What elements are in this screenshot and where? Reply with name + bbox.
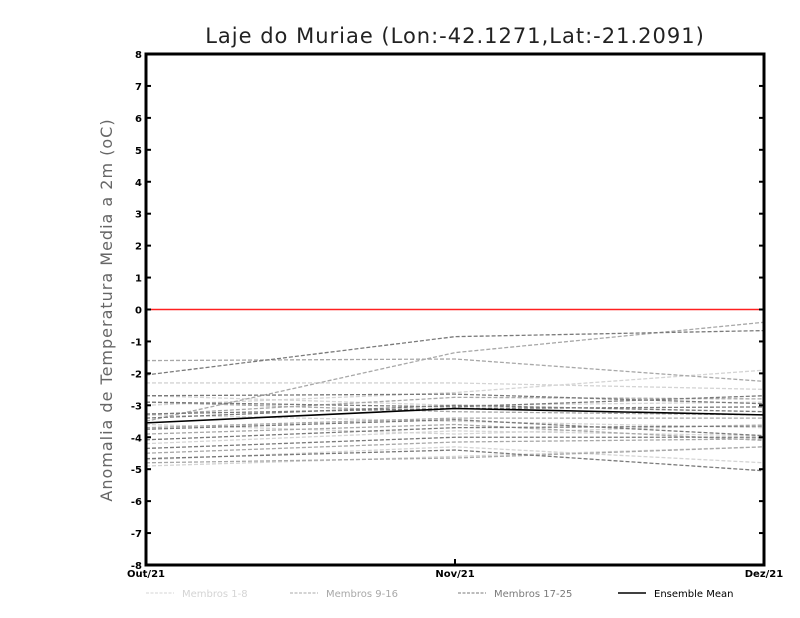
y-tick-label: 5 bbox=[135, 146, 142, 157]
member-line bbox=[145, 404, 765, 419]
y-tick-label: -6 bbox=[131, 497, 142, 508]
x-tick-label: Out/21 bbox=[127, 569, 165, 580]
member-line bbox=[145, 369, 765, 406]
y-tick-label: -2 bbox=[131, 369, 142, 380]
legend-label: Membros 9-16 bbox=[326, 589, 398, 600]
y-tick-label: -8 bbox=[131, 561, 142, 572]
y-tick-label: -1 bbox=[131, 337, 142, 348]
member-line bbox=[145, 423, 765, 435]
x-tick-label: Dez/21 bbox=[745, 569, 784, 580]
legend-label: Membros 17-25 bbox=[494, 589, 572, 600]
y-tick-label: -7 bbox=[131, 529, 142, 540]
member-line bbox=[145, 449, 765, 472]
y-tick-label: 6 bbox=[135, 114, 142, 125]
member-line bbox=[145, 436, 764, 450]
y-tick-label: -3 bbox=[131, 401, 142, 412]
y-tick-label: 0 bbox=[135, 306, 142, 317]
member-line bbox=[145, 358, 765, 383]
member-line bbox=[145, 396, 765, 416]
y-tick-label: 2 bbox=[135, 242, 142, 253]
member-line bbox=[145, 401, 765, 416]
member-line bbox=[145, 329, 765, 376]
y-tick-label: -4 bbox=[131, 433, 142, 444]
chart-title: Laje do Muriae (Lon:-42.1271,Lat:-21.209… bbox=[205, 24, 705, 48]
y-axis-label: Anomalia de Temperatura Media a 2m (oC) bbox=[97, 118, 116, 501]
member-line bbox=[145, 430, 765, 445]
member-line bbox=[145, 395, 765, 408]
member-line bbox=[145, 414, 765, 429]
member-line bbox=[146, 382, 765, 390]
member-line bbox=[145, 425, 765, 441]
x-tick-label: Nov/21 bbox=[435, 569, 474, 580]
y-tick-label: 7 bbox=[135, 82, 142, 93]
legend-label: Ensemble Mean bbox=[654, 589, 733, 600]
y-tick-label: 3 bbox=[135, 210, 142, 221]
ensemble-mean-line bbox=[145, 407, 765, 424]
member-line bbox=[145, 446, 765, 464]
member-line bbox=[145, 438, 765, 454]
y-tick-label: 4 bbox=[135, 178, 142, 189]
member-line bbox=[145, 417, 764, 429]
y-tick-label: 1 bbox=[135, 274, 142, 285]
y-tick-label: 8 bbox=[135, 50, 142, 61]
member-line bbox=[145, 393, 765, 405]
legend-label: Membros 1-8 bbox=[182, 589, 248, 600]
member-line bbox=[145, 446, 765, 467]
member-line bbox=[145, 419, 765, 437]
y-tick-label: -5 bbox=[131, 465, 142, 476]
member-line bbox=[145, 423, 765, 442]
